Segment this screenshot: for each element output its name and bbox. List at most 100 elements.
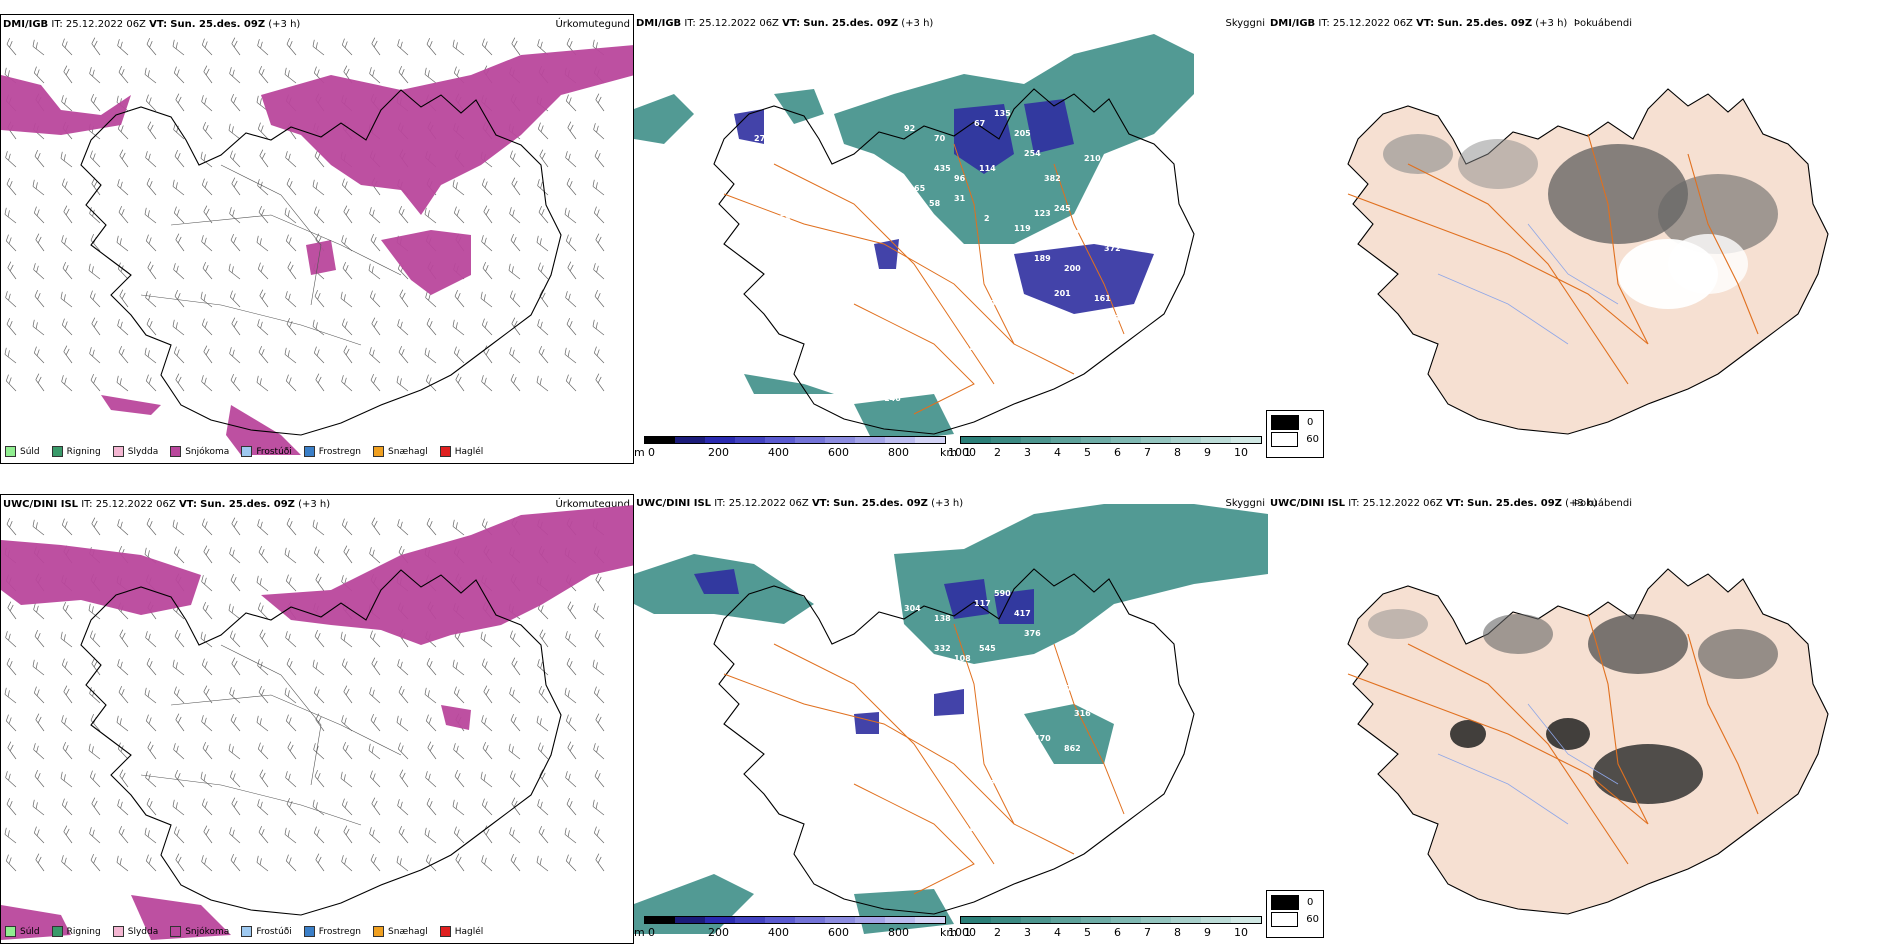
wind-barb (34, 769, 45, 788)
fog-legend-bottom: 0 60 (1266, 890, 1324, 938)
wind-barb (118, 65, 129, 84)
wind-barb (175, 233, 185, 252)
wind-barb (173, 826, 185, 844)
wind-barb (35, 853, 45, 872)
wind-barb (592, 319, 605, 336)
wind-barb (201, 658, 213, 676)
wind-barb (399, 289, 409, 308)
wind-barb (91, 797, 101, 816)
ceiling-area (734, 109, 764, 144)
wind-barb (5, 771, 17, 788)
legend-item: Slydda (112, 446, 159, 457)
wind-barb (481, 375, 493, 392)
wind-barb (229, 770, 241, 788)
wind-barb (452, 659, 465, 676)
ceiling-area (854, 712, 879, 734)
wind-barb (595, 373, 605, 392)
panel-title: Þokuábendi (1573, 18, 1632, 29)
road (953, 143, 1015, 345)
wind-barb (537, 179, 549, 196)
wind-barb (370, 713, 381, 732)
wind-barb (595, 93, 605, 112)
wind-barb (34, 629, 45, 648)
wind-barb (231, 657, 241, 676)
wind-barb (257, 742, 269, 760)
visibility-value: 321 (989, 254, 1006, 263)
wind-barb (285, 574, 297, 592)
wind-barb (425, 771, 437, 788)
wind-barb (201, 575, 213, 592)
wind-barb (229, 290, 241, 308)
wind-barb (509, 687, 521, 704)
wind-barb (538, 205, 549, 224)
wind-barb (119, 289, 129, 308)
wind-barb (7, 601, 17, 620)
wind-barb (63, 825, 73, 844)
wind-barb (119, 149, 129, 168)
visibility-value: 67 (974, 119, 986, 128)
wind-barb (203, 825, 213, 844)
wind-barb (33, 206, 45, 224)
visibility-value: 114 (979, 164, 996, 173)
wind-barb (228, 603, 241, 620)
wind-barb (593, 686, 605, 704)
wind-barb (201, 38, 213, 56)
wind-barb (481, 235, 493, 252)
wind-barb (63, 205, 73, 224)
ceiling-swatch (705, 917, 735, 923)
wind-barb (90, 373, 101, 392)
legend-item: Haglél (439, 446, 483, 457)
wind-barb (259, 149, 269, 168)
wind-barb (312, 319, 325, 336)
road (1407, 643, 1629, 865)
legend-item: Snæhagl (373, 926, 428, 937)
fog-area (1593, 744, 1703, 804)
visibility-value: 160 (724, 154, 741, 163)
visibility-swatch (1171, 917, 1201, 923)
wind-barb (91, 37, 101, 56)
wind-barb (538, 345, 549, 364)
wind-barb (5, 374, 17, 392)
fog-swatch (1271, 895, 1299, 910)
wind-barb (200, 291, 213, 308)
wind-barb (90, 93, 101, 112)
wind-barb (230, 853, 241, 872)
wind-barb (256, 855, 269, 872)
wind-barb (32, 39, 45, 56)
legend-label: Slydda (127, 446, 159, 457)
wind-barb (90, 853, 101, 872)
visibility-value: 43 (834, 214, 846, 223)
wind-barb (593, 206, 605, 224)
visibility-value: 108 (954, 654, 971, 663)
wind-barb (173, 546, 185, 564)
visibility-value: 92 (904, 124, 916, 133)
wind-barb (146, 37, 157, 56)
wind-barb (117, 659, 129, 676)
wind-barb (229, 827, 241, 844)
fog-area (1483, 614, 1553, 654)
wind-barb (230, 713, 241, 732)
river (1527, 223, 1619, 305)
legend-item: Frostregn (303, 446, 361, 457)
contour (220, 644, 322, 786)
fog-legend-row: 60 (1271, 911, 1319, 928)
visibility-value: 146 (884, 394, 901, 403)
wind-barb (398, 345, 409, 364)
road (773, 643, 995, 865)
cloud-map (634, 504, 1268, 934)
wind-barb (89, 630, 101, 648)
wind-barb (565, 151, 577, 168)
wind-barb (593, 346, 605, 364)
wind-barb (425, 714, 437, 732)
wind-barb (89, 150, 101, 168)
wind-barb (118, 685, 129, 704)
wind-barb (593, 263, 605, 280)
legend-item: Snæhagl (373, 446, 428, 457)
wind-barb (399, 769, 409, 788)
wind-barb (508, 263, 521, 280)
visibility-tick: 10 (1234, 926, 1248, 939)
wind-barb (565, 94, 577, 112)
visibility-value: 438 (944, 244, 961, 253)
visibility-value: 450 (1024, 304, 1041, 313)
wind-barb (230, 93, 241, 112)
